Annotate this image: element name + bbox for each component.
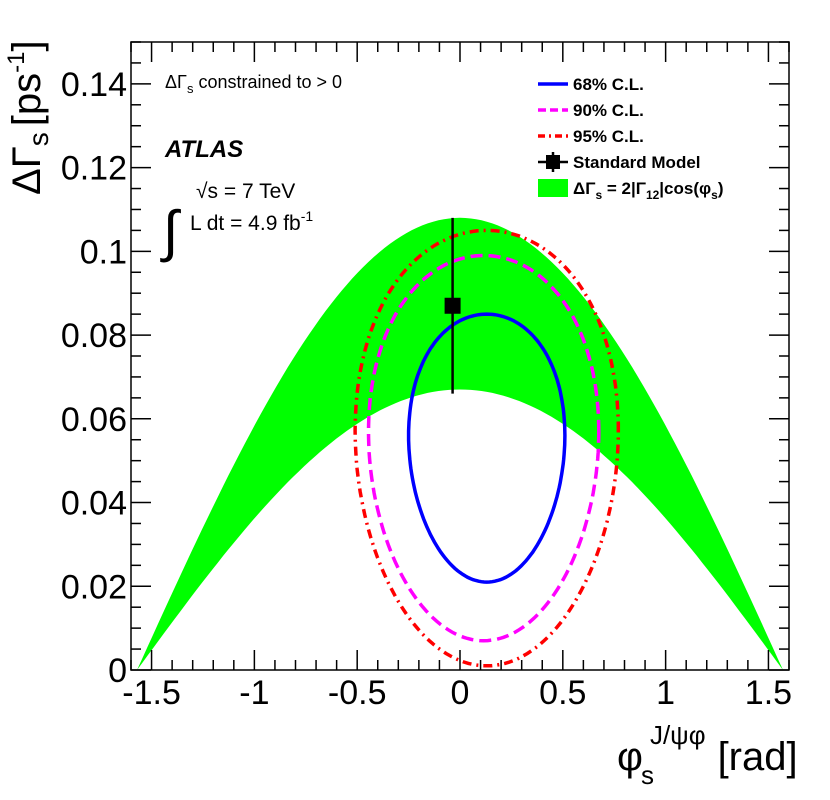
legend-band-label-part: ) — [718, 179, 724, 198]
energy-label: √s = 7 TeV — [196, 180, 295, 203]
legend-band-label-part: s — [595, 188, 602, 202]
x-tick-label: -0.5 — [328, 674, 387, 712]
y-tick-label: 0 — [108, 652, 127, 690]
y-tick-label: 0.08 — [61, 317, 127, 355]
x-tick-label: 0 — [451, 674, 470, 712]
contour-group — [353, 228, 621, 668]
theory-band — [137, 217, 783, 671]
legend-band-label-part: = 2|Γ — [602, 179, 646, 198]
y-tick-label: 0.06 — [61, 401, 127, 439]
legend-band-label-part: |cos(φ — [659, 179, 711, 198]
legend-band-label-part: s — [711, 188, 718, 202]
legend-band-label: ΔΓs = 2|Γ12|cos(φs) — [573, 179, 724, 202]
x-tick-label: -1.5 — [122, 674, 181, 712]
y-tick-label: 0.12 — [61, 150, 127, 188]
contour-1 — [406, 312, 567, 584]
sm-marker — [444, 297, 461, 314]
legend-label-3: 95% C.L. — [573, 127, 644, 146]
legend-label-4: Standard Model — [573, 153, 701, 172]
y-tick-label: 0.02 — [61, 568, 127, 606]
contour-3 — [353, 228, 621, 668]
constraint-note: ΔΓs constrained to > 0 — [165, 72, 342, 96]
x-tick-label: 1.5 — [745, 674, 792, 712]
x-axis-title: φsJ/ψφ [rad] — [617, 720, 798, 790]
x-tick-label: -1 — [239, 674, 269, 712]
legend-label-2: 90% C.L. — [573, 101, 644, 120]
atlas-label: ATLAS — [164, 136, 243, 163]
legend-band-label-part: 12 — [646, 188, 660, 202]
legend-sm-marker — [546, 155, 560, 169]
contour-2 — [366, 253, 601, 643]
x-tick-label: 1 — [656, 674, 675, 712]
y-tick-label: 0.14 — [61, 66, 127, 104]
legend-band-swatch — [538, 179, 568, 197]
luminosity-label: L dt = 4.9 fb-1 — [190, 208, 313, 235]
y-tick-label: 0.1 — [80, 233, 127, 271]
standard-model-point — [444, 217, 461, 394]
integral-sign: ∫ — [160, 199, 181, 263]
x-tick-label: 0.5 — [539, 674, 586, 712]
y-axis-title: ΔΓs[ps-1] — [3, 40, 54, 195]
legend-band-label-part: ΔΓ — [573, 179, 595, 198]
y-tick-label: 0.04 — [61, 485, 127, 523]
legend-label-1: 68% C.L. — [573, 75, 644, 94]
legend: 68% C.L. 90% C.L. 95% C.L. Standard Model ΔΓ… — [538, 75, 724, 202]
axis-ticks: -1.5 -1 -0.5 0 0.5 1 1.5 0 0.02 0.04 0.06 0.08 0.1 0.… — [61, 41, 792, 712]
